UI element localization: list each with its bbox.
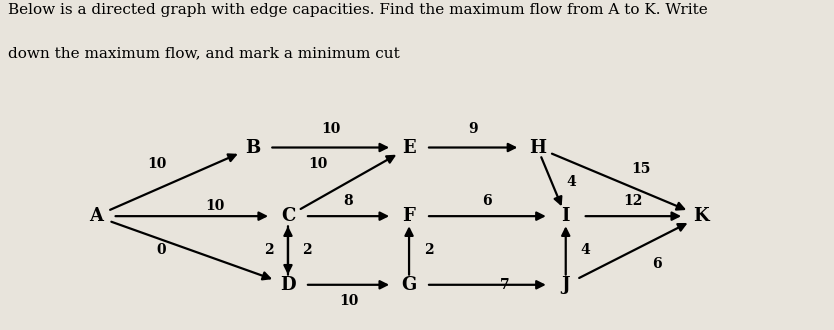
- Text: A: A: [88, 207, 103, 225]
- Text: 10: 10: [205, 199, 224, 213]
- Text: H: H: [529, 139, 545, 156]
- Text: 12: 12: [624, 194, 643, 208]
- Text: 4: 4: [580, 244, 590, 257]
- Text: 9: 9: [469, 122, 478, 136]
- Text: 10: 10: [339, 294, 359, 308]
- Text: E: E: [402, 139, 416, 156]
- Text: 0: 0: [156, 244, 166, 257]
- Text: 8: 8: [344, 194, 354, 208]
- Text: C: C: [281, 207, 295, 225]
- Text: 4: 4: [566, 175, 575, 189]
- Text: Below is a directed graph with edge capacities. Find the maximum flow from A to : Below is a directed graph with edge capa…: [8, 3, 707, 17]
- Text: D: D: [280, 276, 296, 294]
- Text: 6: 6: [483, 194, 492, 208]
- Text: B: B: [244, 139, 260, 156]
- Text: K: K: [693, 207, 709, 225]
- Text: 10: 10: [308, 157, 327, 171]
- Text: G: G: [401, 276, 417, 294]
- Text: F: F: [403, 207, 415, 225]
- Text: 2: 2: [424, 244, 433, 257]
- Text: I: I: [561, 207, 570, 225]
- Text: 10: 10: [148, 157, 167, 171]
- Text: 2: 2: [264, 244, 274, 257]
- Text: 15: 15: [631, 162, 651, 176]
- Text: 2: 2: [303, 244, 312, 257]
- Text: J: J: [561, 276, 570, 294]
- Text: 7: 7: [500, 278, 510, 292]
- Text: down the maximum flow, and mark a minimum cut: down the maximum flow, and mark a minimu…: [8, 46, 399, 60]
- Text: 6: 6: [652, 257, 661, 271]
- Text: 10: 10: [321, 122, 340, 136]
